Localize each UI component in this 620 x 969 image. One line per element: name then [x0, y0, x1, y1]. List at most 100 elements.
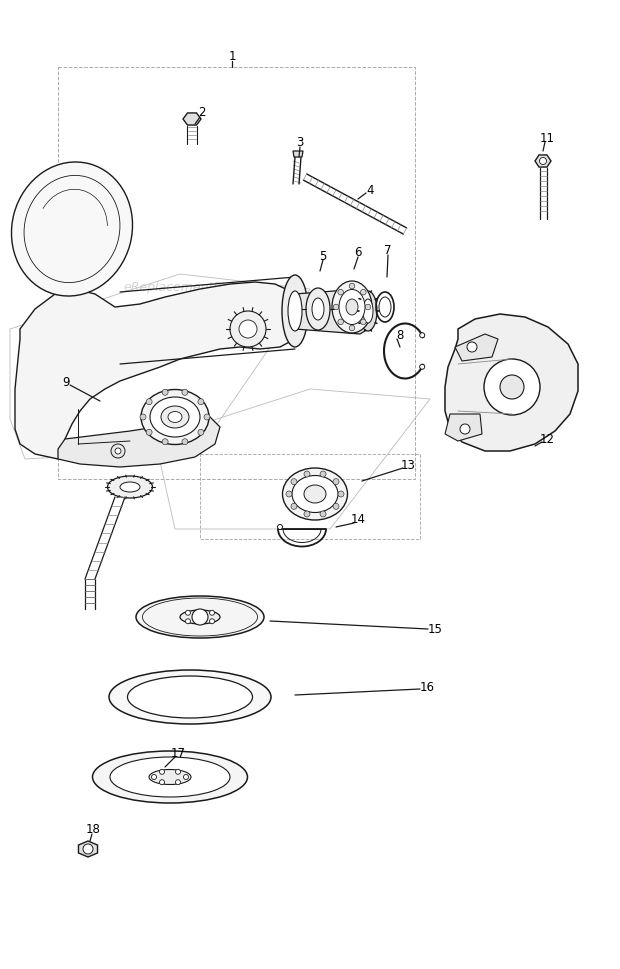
Ellipse shape — [379, 297, 391, 318]
Circle shape — [333, 479, 339, 485]
Text: 9: 9 — [62, 376, 70, 390]
Circle shape — [175, 769, 180, 774]
Ellipse shape — [359, 292, 377, 331]
Text: 13: 13 — [401, 459, 415, 472]
Circle shape — [185, 610, 190, 615]
Ellipse shape — [128, 676, 252, 718]
Polygon shape — [535, 156, 551, 168]
Circle shape — [210, 610, 215, 615]
Circle shape — [204, 415, 210, 421]
Circle shape — [146, 430, 152, 436]
Circle shape — [320, 472, 326, 478]
Polygon shape — [445, 415, 482, 442]
Text: 1: 1 — [228, 50, 236, 63]
Text: 8: 8 — [396, 329, 404, 342]
Text: eReplacementParts.com: eReplacementParts.com — [123, 281, 277, 295]
Circle shape — [467, 343, 477, 353]
Text: 16: 16 — [420, 681, 435, 694]
Text: 4: 4 — [366, 183, 374, 197]
Ellipse shape — [283, 469, 347, 520]
Text: 17: 17 — [170, 747, 185, 760]
Circle shape — [159, 780, 164, 785]
Ellipse shape — [304, 485, 326, 504]
Ellipse shape — [363, 299, 373, 324]
Ellipse shape — [136, 596, 264, 639]
Circle shape — [83, 844, 93, 854]
Circle shape — [198, 399, 204, 405]
Text: 11: 11 — [539, 132, 554, 144]
Circle shape — [460, 424, 470, 434]
Circle shape — [420, 333, 425, 338]
Circle shape — [338, 320, 343, 326]
Ellipse shape — [306, 289, 330, 330]
Circle shape — [210, 619, 215, 624]
Circle shape — [500, 376, 524, 399]
Text: 14: 14 — [350, 513, 366, 526]
Circle shape — [159, 769, 164, 774]
Circle shape — [333, 305, 339, 310]
Circle shape — [365, 305, 371, 310]
Circle shape — [304, 512, 310, 517]
Ellipse shape — [141, 391, 209, 445]
Ellipse shape — [120, 483, 140, 492]
Circle shape — [192, 610, 208, 625]
Circle shape — [182, 439, 188, 446]
Polygon shape — [293, 152, 303, 158]
Circle shape — [230, 312, 266, 348]
Text: 6: 6 — [354, 246, 361, 260]
Text: 2: 2 — [198, 107, 206, 119]
Polygon shape — [58, 418, 220, 467]
Text: 12: 12 — [539, 433, 554, 446]
Ellipse shape — [288, 292, 302, 331]
Circle shape — [278, 525, 283, 530]
Circle shape — [539, 158, 546, 166]
Circle shape — [151, 774, 156, 780]
Circle shape — [360, 290, 366, 296]
Text: 5: 5 — [319, 249, 327, 263]
Polygon shape — [79, 841, 97, 858]
Ellipse shape — [92, 751, 247, 803]
Ellipse shape — [339, 290, 365, 326]
Circle shape — [360, 320, 366, 326]
Circle shape — [115, 449, 121, 454]
Ellipse shape — [168, 412, 182, 423]
Circle shape — [291, 504, 297, 510]
Polygon shape — [183, 113, 201, 126]
Ellipse shape — [292, 476, 338, 513]
Circle shape — [333, 504, 339, 510]
Ellipse shape — [161, 407, 189, 428]
Text: 18: 18 — [86, 823, 100, 835]
Ellipse shape — [109, 671, 271, 724]
Ellipse shape — [332, 282, 372, 333]
Circle shape — [239, 321, 257, 338]
Circle shape — [320, 512, 326, 517]
Ellipse shape — [346, 299, 358, 316]
Circle shape — [349, 284, 355, 290]
Circle shape — [184, 774, 188, 780]
Circle shape — [111, 445, 125, 458]
Ellipse shape — [107, 477, 153, 498]
Ellipse shape — [110, 757, 230, 797]
Polygon shape — [15, 283, 295, 459]
Polygon shape — [445, 315, 578, 452]
Text: 3: 3 — [296, 137, 304, 149]
Circle shape — [140, 415, 146, 421]
Circle shape — [338, 290, 343, 296]
Circle shape — [182, 390, 188, 396]
Circle shape — [304, 472, 310, 478]
Circle shape — [420, 365, 425, 370]
Circle shape — [162, 439, 168, 446]
Ellipse shape — [150, 397, 200, 438]
Circle shape — [291, 479, 297, 485]
Circle shape — [198, 430, 204, 436]
Circle shape — [349, 326, 355, 331]
Circle shape — [484, 359, 540, 416]
Text: 15: 15 — [428, 623, 443, 636]
Circle shape — [175, 780, 180, 785]
Circle shape — [185, 619, 190, 624]
Text: 7: 7 — [384, 244, 392, 257]
Ellipse shape — [149, 769, 191, 785]
Circle shape — [338, 491, 344, 497]
Polygon shape — [295, 290, 368, 334]
Ellipse shape — [11, 163, 133, 297]
